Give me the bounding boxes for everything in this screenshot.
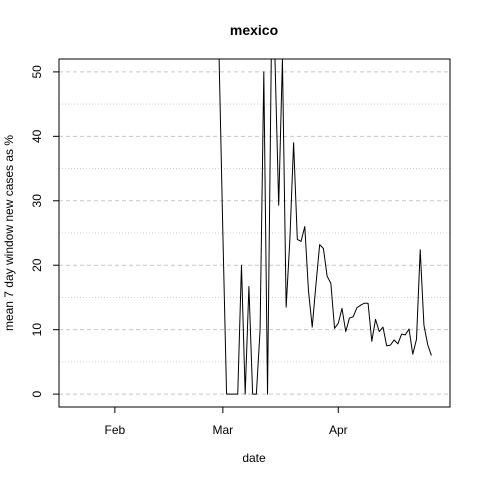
x-tick-label: Feb [105, 423, 126, 437]
y-axis: 0 10 20 30 40 50 [30, 65, 59, 397]
y-tick-label: 40 [30, 129, 44, 143]
y-axis-label: mean 7 day window new cases as % [2, 135, 16, 331]
series-layer [218, 59, 432, 395]
grid [59, 71, 450, 395]
series-line [218, 59, 432, 395]
chart-title: mexico [230, 22, 278, 38]
y-tick-label: 50 [30, 65, 44, 79]
y-tick-label: 30 [30, 194, 44, 208]
y-tick-label: 10 [30, 323, 44, 337]
plot-frame [58, 58, 451, 408]
y-tick-label: 0 [30, 390, 44, 397]
x-tick-label: Apr [329, 423, 348, 437]
y-tick-label: 20 [30, 258, 44, 272]
x-tick-label: Mar [213, 423, 234, 437]
x-axis-label: date [242, 451, 266, 465]
x-axis: Feb Mar Apr [105, 407, 348, 437]
